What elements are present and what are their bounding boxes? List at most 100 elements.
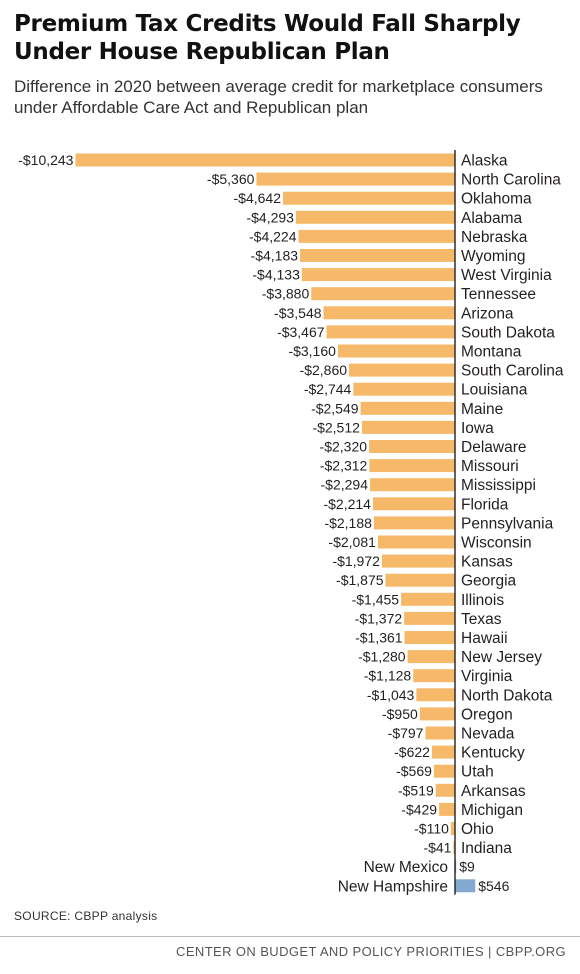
value-label-arizona: -$3,548 — [274, 305, 322, 321]
category-label-missouri: Missouri — [461, 458, 519, 475]
value-label-wyoming: -$4,183 — [251, 248, 299, 264]
value-label-montana: -$3,160 — [288, 343, 336, 359]
value-label-north-dakota: -$1,043 — [367, 687, 415, 703]
bar-north-dakota — [416, 688, 455, 702]
bar-wyoming — [300, 249, 455, 262]
value-label-nevada: -$797 — [388, 725, 424, 741]
bar-alabama — [295, 210, 455, 224]
value-label-hawaii: -$1,361 — [355, 630, 403, 646]
bar-oklahoma — [283, 191, 455, 205]
value-label-wisconsin: -$2,081 — [328, 534, 376, 550]
category-label-virginia: Virginia — [461, 668, 513, 685]
bar-mississippi — [370, 478, 455, 492]
value-label-ohio: -$110 — [414, 821, 449, 837]
category-label-alaska: Alaska — [461, 153, 508, 170]
bar-georgia — [385, 573, 455, 587]
bar-illinois — [401, 592, 455, 606]
category-label-arizona: Arizona — [461, 305, 514, 322]
value-label-new-mexico: $9 — [459, 859, 475, 875]
category-label-indiana: Indiana — [461, 840, 512, 857]
category-label-oregon: Oregon — [461, 706, 513, 723]
bar-delaware — [369, 440, 455, 453]
bar-alaska — [75, 153, 455, 167]
bar-west-virginia — [301, 268, 455, 282]
category-label-kentucky: Kentucky — [461, 745, 525, 762]
category-label-new-mexico: New Mexico — [364, 859, 448, 876]
bar-oregon — [419, 707, 455, 721]
category-label-tennessee: Tennessee — [461, 286, 536, 303]
category-label-florida: Florida — [461, 496, 509, 513]
bar-michigan — [439, 802, 455, 816]
bar-kansas — [381, 554, 455, 568]
category-label-iowa: Iowa — [461, 420, 494, 437]
category-label-texas: Texas — [461, 611, 502, 628]
value-label-north-carolina: -$5,360 — [207, 171, 255, 187]
value-label-kansas: -$1,972 — [332, 553, 380, 569]
footer-divider — [0, 936, 580, 937]
category-label-louisiana: Louisiana — [461, 382, 528, 399]
bar-iowa — [361, 420, 455, 434]
value-label-georgia: -$1,875 — [336, 572, 384, 588]
value-label-maine: -$2,549 — [311, 400, 359, 416]
value-label-oregon: -$950 — [382, 706, 418, 722]
category-label-utah: Utah — [461, 764, 494, 781]
bar-wisconsin — [377, 535, 455, 549]
value-label-mississippi: -$2,294 — [321, 477, 369, 493]
value-label-arkansas: -$519 — [398, 782, 434, 798]
footer-credit: CENTER ON BUDGET AND POLICY PRIORITIES |… — [176, 944, 566, 959]
category-label-oklahoma: Oklahoma — [461, 191, 532, 208]
value-label-utah: -$569 — [396, 763, 432, 779]
category-label-arkansas: Arkansas — [461, 783, 526, 800]
value-label-indiana: -$41 — [423, 840, 451, 856]
category-label-new-jersey: New Jersey — [461, 649, 542, 666]
chart-subtitle: Difference in 2020 between average credi… — [14, 77, 543, 117]
bar-hawaii — [404, 631, 455, 644]
bar-ohio — [450, 822, 455, 835]
value-label-west-virginia: -$4,133 — [252, 267, 300, 283]
category-label-wyoming: Wyoming — [461, 248, 525, 265]
category-label-south-carolina: South Carolina — [461, 363, 564, 380]
bar-tennessee — [311, 287, 455, 301]
bar-texas — [404, 611, 455, 625]
category-label-kansas: Kansas — [461, 554, 513, 571]
bar-nevada — [425, 726, 455, 740]
value-label-florida: -$2,214 — [323, 496, 371, 512]
bar-florida — [372, 497, 455, 511]
category-label-mississippi: Mississippi — [461, 477, 536, 494]
bar-pennsylvania — [373, 516, 455, 530]
category-label-alabama: Alabama — [461, 210, 523, 227]
category-label-ohio: Ohio — [461, 821, 494, 838]
category-label-montana: Montana — [461, 344, 522, 361]
bar-louisiana — [353, 382, 455, 396]
value-label-texas: -$1,372 — [355, 610, 403, 626]
bar-missouri — [369, 459, 455, 473]
chart-title: Premium Tax Credits Would Fall Sharply U… — [14, 11, 521, 65]
value-label-oklahoma: -$4,642 — [234, 190, 282, 206]
bar-south-carolina — [349, 363, 455, 377]
bar-new-hampshire — [455, 879, 476, 893]
category-label-michigan: Michigan — [461, 802, 523, 819]
value-label-kentucky: -$622 — [394, 744, 430, 760]
bar-virginia — [413, 669, 455, 683]
bar-nebraska — [298, 229, 455, 243]
value-label-alabama: -$4,293 — [246, 209, 294, 225]
value-label-alaska: -$10,243 — [18, 152, 73, 168]
bar-north-carolina — [256, 172, 455, 186]
value-label-south-dakota: -$3,467 — [277, 324, 325, 340]
category-label-west-virginia: West Virginia — [461, 267, 552, 284]
value-label-pennsylvania: -$2,188 — [324, 515, 372, 531]
bar-utah — [433, 764, 455, 778]
value-label-new-jersey: -$1,280 — [358, 649, 406, 665]
value-label-illinois: -$1,455 — [352, 591, 400, 607]
value-label-tennessee: -$3,880 — [262, 286, 310, 302]
value-label-iowa: -$2,512 — [312, 419, 360, 435]
category-label-wisconsin: Wisconsin — [461, 535, 532, 552]
category-label-maine: Maine — [461, 401, 503, 418]
source-note: SOURCE: CBPP analysis — [14, 909, 158, 923]
value-label-virginia: -$1,128 — [364, 668, 412, 684]
value-label-nebraska: -$4,224 — [249, 228, 297, 244]
category-label-illinois: Illinois — [461, 592, 504, 609]
bar-chart: -$10,243 Alaska -$5,360 North Carolina -$4,6… — [18, 150, 564, 895]
category-label-nebraska: Nebraska — [461, 229, 528, 246]
category-label-georgia: Georgia — [461, 573, 517, 590]
